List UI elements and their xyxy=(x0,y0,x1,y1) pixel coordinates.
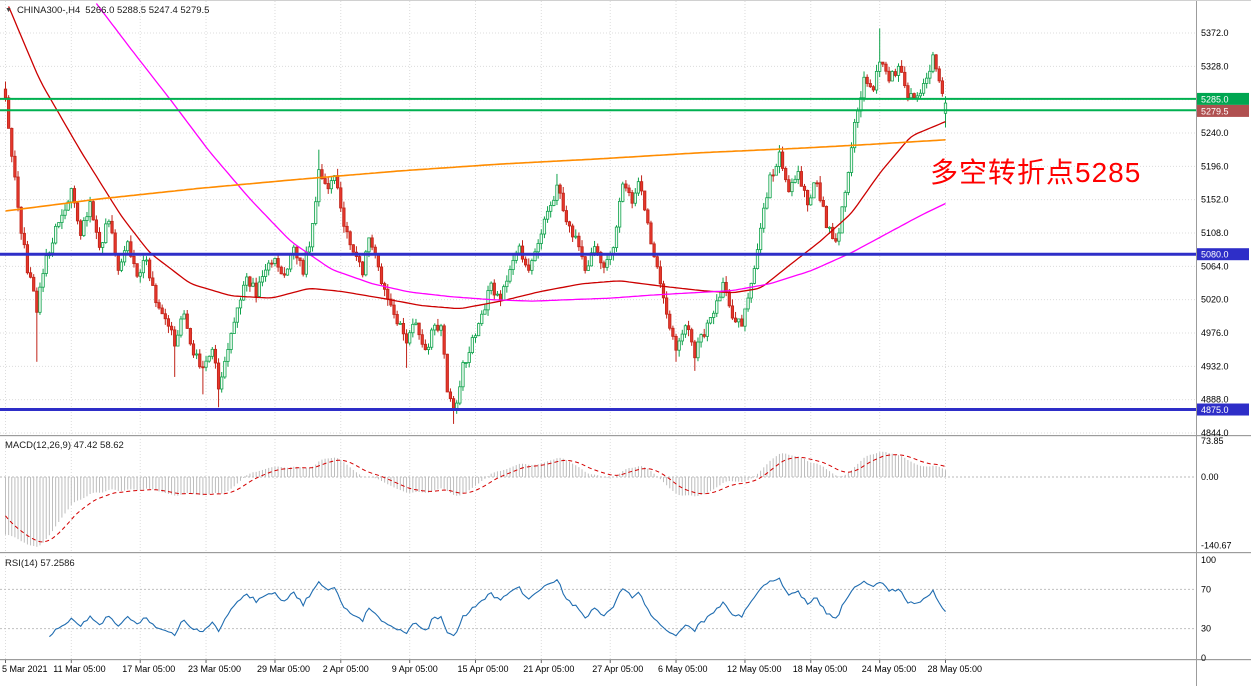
svg-text:5372.0: 5372.0 xyxy=(1201,28,1229,38)
grid xyxy=(0,1,1196,659)
svg-text:0.00: 0.00 xyxy=(1201,472,1219,482)
svg-text:6 May 05:00: 6 May 05:00 xyxy=(658,664,708,674)
svg-text:30: 30 xyxy=(1201,624,1211,634)
symbol-timeframe-label: CHINA300-,H4 xyxy=(16,5,81,16)
svg-text:23 Mar 05:00: 23 Mar 05:00 xyxy=(188,664,241,674)
svg-text:5328.0: 5328.0 xyxy=(1201,61,1229,71)
svg-text:29 Mar 05:00: 29 Mar 05:00 xyxy=(257,664,310,674)
horizontal-lines[interactable] xyxy=(0,97,1196,412)
svg-text:-140.67: -140.67 xyxy=(1201,540,1232,550)
svg-text:5080.0: 5080.0 xyxy=(1201,250,1229,260)
svg-text:12 May 05:00: 12 May 05:00 xyxy=(727,664,782,674)
chart-menu-icon[interactable]: ▼ xyxy=(5,7,12,14)
svg-text:5020.0: 5020.0 xyxy=(1201,295,1229,305)
svg-text:2 Apr 05:00: 2 Apr 05:00 xyxy=(323,664,369,674)
rsi-pane[interactable] xyxy=(0,577,1196,638)
candles[interactable] xyxy=(3,28,948,424)
svg-text:70: 70 xyxy=(1201,584,1211,594)
price-axis-labels[interactable]: 5372.0 5328.0 5240.0 5196.0 5152.0 5108.0 5064… xyxy=(1201,28,1232,663)
ohlc-values: 5266.0 5288.5 5247.4 5279.5 xyxy=(85,5,210,16)
svg-text:17 Mar 05:00: 17 Mar 05:00 xyxy=(122,664,175,674)
svg-text:4888.0: 4888.0 xyxy=(1201,395,1229,405)
svg-text:5 Mar 2021: 5 Mar 2021 xyxy=(2,664,48,674)
svg-text:5279.5: 5279.5 xyxy=(1201,106,1229,116)
svg-text:24 May 05:00: 24 May 05:00 xyxy=(862,664,917,674)
svg-text:5064.0: 5064.0 xyxy=(1201,261,1229,271)
svg-text:73.85: 73.85 xyxy=(1201,436,1224,446)
rsi-line xyxy=(49,577,946,638)
fast-ma-red xyxy=(8,6,946,310)
macd-signal-line xyxy=(5,454,946,543)
svg-text:4976.0: 4976.0 xyxy=(1201,328,1229,338)
slow-ma-orange xyxy=(5,139,946,212)
svg-text:28 May 05:00: 28 May 05:00 xyxy=(927,664,982,674)
svg-text:4875.0: 4875.0 xyxy=(1201,405,1229,415)
svg-text:27 Apr 05:00: 27 Apr 05:00 xyxy=(592,664,643,674)
svg-text:5285.0: 5285.0 xyxy=(1201,94,1229,104)
svg-text:21 Apr 05:00: 21 Apr 05:00 xyxy=(523,664,574,674)
rsi-indicator-label: RSI(14) 57.2586 xyxy=(5,558,75,569)
svg-text:5108.0: 5108.0 xyxy=(1201,228,1229,238)
time-axis-labels[interactable]: 5 Mar 2021 11 Mar 05:00 17 Mar 05:00 23 Mar… xyxy=(2,660,982,674)
svg-text:9 Apr 05:00: 9 Apr 05:00 xyxy=(392,664,438,674)
svg-text:0: 0 xyxy=(1201,653,1206,663)
svg-text:4932.0: 4932.0 xyxy=(1201,361,1229,371)
svg-text:15 Apr 05:00: 15 Apr 05:00 xyxy=(457,664,508,674)
moving-average-lines xyxy=(5,3,946,310)
svg-text:4844.0: 4844.0 xyxy=(1201,428,1229,438)
chart-title: ▼ CHINA300-,H4 5266.0 5288.5 5247.4 5279… xyxy=(5,5,209,16)
macd-pane[interactable] xyxy=(0,451,1196,547)
svg-text:5152.0: 5152.0 xyxy=(1201,195,1229,205)
svg-text:100: 100 xyxy=(1201,555,1216,565)
macd-indicator-label: MACD(12,26,9) 47.42 58.62 xyxy=(5,440,124,451)
price-badges: 5285.0 5279.5 5080.0 4875.0 xyxy=(1197,92,1249,416)
annotation-text[interactable]: 多空转折点5285 xyxy=(930,157,1142,188)
svg-text:18 May 05:00: 18 May 05:00 xyxy=(793,664,848,674)
svg-text:11 Mar 05:00: 11 Mar 05:00 xyxy=(53,664,105,674)
svg-text:5240.0: 5240.0 xyxy=(1201,128,1229,138)
svg-text:5196.0: 5196.0 xyxy=(1201,161,1229,171)
